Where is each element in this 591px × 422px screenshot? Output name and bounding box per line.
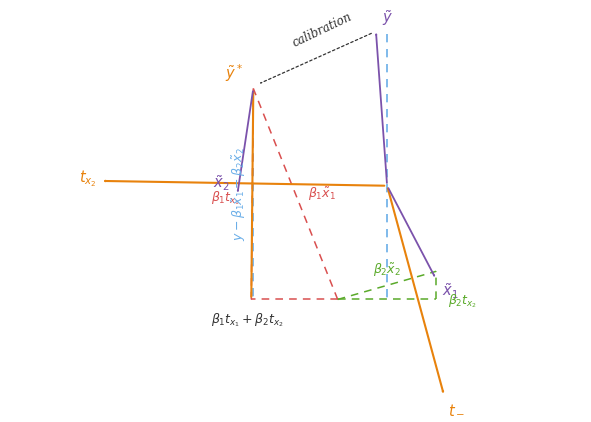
Text: $\beta_1 \tilde{x}_1$: $\beta_1 \tilde{x}_1$ [307, 185, 336, 203]
Text: calibration: calibration [291, 10, 355, 49]
Text: $t_-$: $t_-$ [448, 402, 466, 417]
Text: $\tilde{x}_1$: $\tilde{x}_1$ [442, 281, 459, 301]
Text: $\tilde{y}$: $\tilde{y}$ [382, 8, 393, 28]
Text: $\tilde{y}^*$: $\tilde{y}^*$ [225, 62, 243, 84]
Text: $t_{x_2}$: $t_{x_2}$ [79, 169, 96, 189]
Text: $\tilde{x}_2$: $\tilde{x}_2$ [213, 173, 229, 193]
Text: $\beta_1 t_{x_1} + \beta_2 t_{x_2}$: $\beta_1 t_{x_1} + \beta_2 t_{x_2}$ [211, 311, 284, 329]
Text: $\beta_1 t_{x_1}$: $\beta_1 t_{x_1}$ [211, 189, 241, 207]
Text: $y - \beta_1 \tilde{x}_1 - \beta_2 \tilde{x}_2$: $y - \beta_1 \tilde{x}_1 - \beta_2 \tild… [230, 147, 248, 241]
Text: $\beta_2 \tilde{x}_2$: $\beta_2 \tilde{x}_2$ [373, 262, 401, 279]
Text: $\beta_2 t_{x_2}$: $\beta_2 t_{x_2}$ [448, 293, 478, 310]
